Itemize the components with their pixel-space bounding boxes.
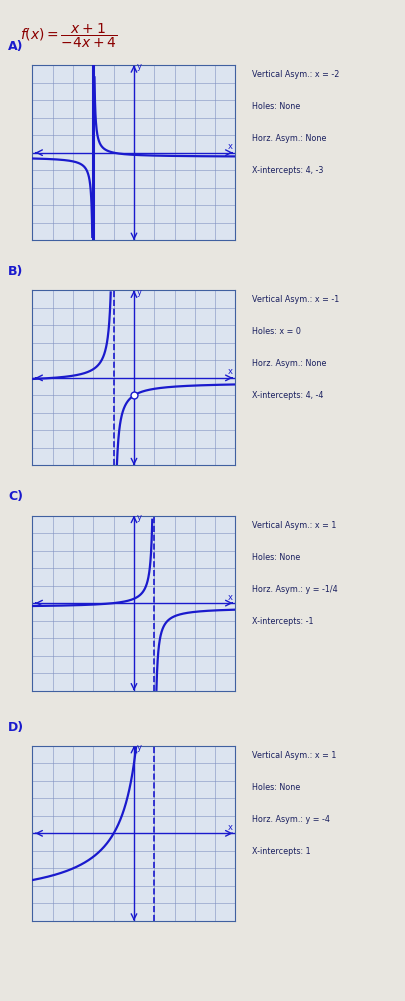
Text: Vertical Asym.: x = -1: Vertical Asym.: x = -1 (251, 295, 338, 304)
Text: Holes: None: Holes: None (251, 102, 299, 111)
Text: y: y (137, 287, 142, 296)
Text: x: x (227, 142, 232, 151)
Text: B): B) (8, 265, 23, 278)
Text: Horz. Asym.: y = -4: Horz. Asym.: y = -4 (251, 815, 329, 824)
Text: x: x (227, 823, 232, 832)
Text: Holes: None: Holes: None (251, 553, 299, 562)
Text: A): A) (8, 40, 23, 53)
Text: Holes: x = 0: Holes: x = 0 (251, 327, 300, 336)
Text: X-intercepts: 4, -3: X-intercepts: 4, -3 (251, 166, 322, 175)
Text: C): C) (8, 490, 23, 504)
Text: Vertical Asym.: x = 1: Vertical Asym.: x = 1 (251, 521, 335, 530)
Text: Vertical Asym.: x = 1: Vertical Asym.: x = 1 (251, 751, 335, 760)
Text: y: y (137, 62, 142, 71)
Text: x: x (227, 367, 232, 376)
Text: X-intercepts: 1: X-intercepts: 1 (251, 847, 309, 856)
Text: X-intercepts: 4, -4: X-intercepts: 4, -4 (251, 391, 322, 400)
Text: y: y (137, 513, 142, 522)
Text: Holes: None: Holes: None (251, 783, 299, 792)
Text: x: x (227, 593, 232, 602)
Text: Horz. Asym.: y = -1/4: Horz. Asym.: y = -1/4 (251, 585, 337, 594)
Text: Vertical Asym.: x = -2: Vertical Asym.: x = -2 (251, 70, 338, 79)
Text: $f(x) = \dfrac{x+1}{-4x+4}$: $f(x) = \dfrac{x+1}{-4x+4}$ (20, 22, 117, 50)
Text: Horz. Asym.: None: Horz. Asym.: None (251, 359, 325, 368)
Text: y: y (137, 743, 142, 752)
Text: D): D) (8, 721, 24, 734)
Text: Horz. Asym.: None: Horz. Asym.: None (251, 134, 325, 143)
Text: X-intercepts: -1: X-intercepts: -1 (251, 617, 312, 626)
